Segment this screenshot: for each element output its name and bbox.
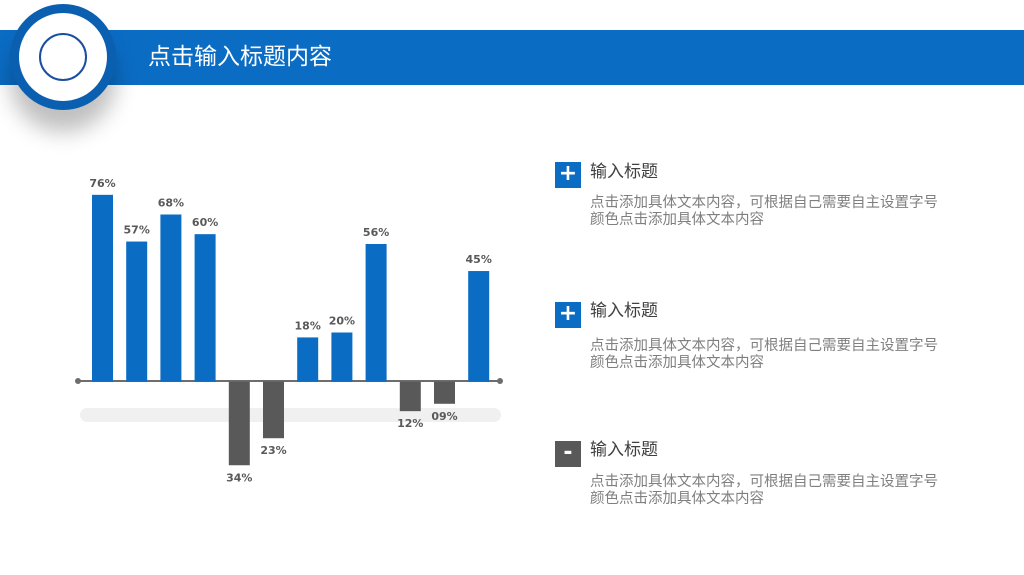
header-title: 点击输入标题内容 (148, 44, 332, 70)
axis-end (75, 378, 81, 384)
value-label: 76% (89, 177, 115, 190)
logo (10, 4, 116, 110)
bar (92, 194, 113, 382)
header-band (0, 30, 1024, 85)
axis-end (497, 378, 503, 384)
bar (297, 337, 319, 382)
shadow-bar (80, 408, 501, 422)
value-label: 18% (295, 319, 321, 332)
value-label: 68% (158, 197, 184, 210)
bar (331, 332, 353, 382)
bar (468, 271, 490, 382)
value-label: 20% (329, 315, 355, 328)
bar (434, 381, 455, 404)
bar (263, 381, 284, 439)
value-label: 12% (397, 417, 423, 430)
bar (194, 234, 216, 382)
chart: 76% 57% 68% 60% 18% 20% 56% 45% 34% 23% 12% 09% (75, 177, 503, 484)
bar (399, 381, 421, 412)
bar (228, 381, 250, 466)
item-text: 点击添加具体文本内容，可根据自己需要自主设置字号颜色点击添加具体文本内容 (590, 474, 938, 507)
item-text: 点击添加具体文本内容，可根据自己需要自主设置字号颜色点击添加具体文本内容 (590, 195, 938, 228)
bar (160, 214, 182, 382)
value-label: 56% (363, 226, 389, 239)
minus-icon: - (555, 441, 581, 467)
bar (126, 241, 148, 382)
value-label: 23% (260, 444, 286, 457)
plus-icon: + (555, 162, 581, 188)
value-label: 34% (226, 471, 252, 484)
value-label: 09% (431, 410, 457, 423)
item-title: 输入标题 (590, 162, 658, 182)
value-label: 45% (466, 253, 492, 266)
bar (365, 244, 387, 382)
logo-inner (18, 12, 108, 102)
item-text: 点击添加具体文本内容，可根据自己需要自主设置字号颜色点击添加具体文本内容 (590, 338, 938, 371)
value-label: 57% (124, 224, 150, 237)
plus-icon: + (555, 302, 581, 328)
logo-emblem (39, 33, 87, 81)
value-label: 60% (192, 216, 218, 229)
item-title: 输入标题 (590, 440, 658, 460)
item-title: 输入标题 (590, 301, 658, 321)
